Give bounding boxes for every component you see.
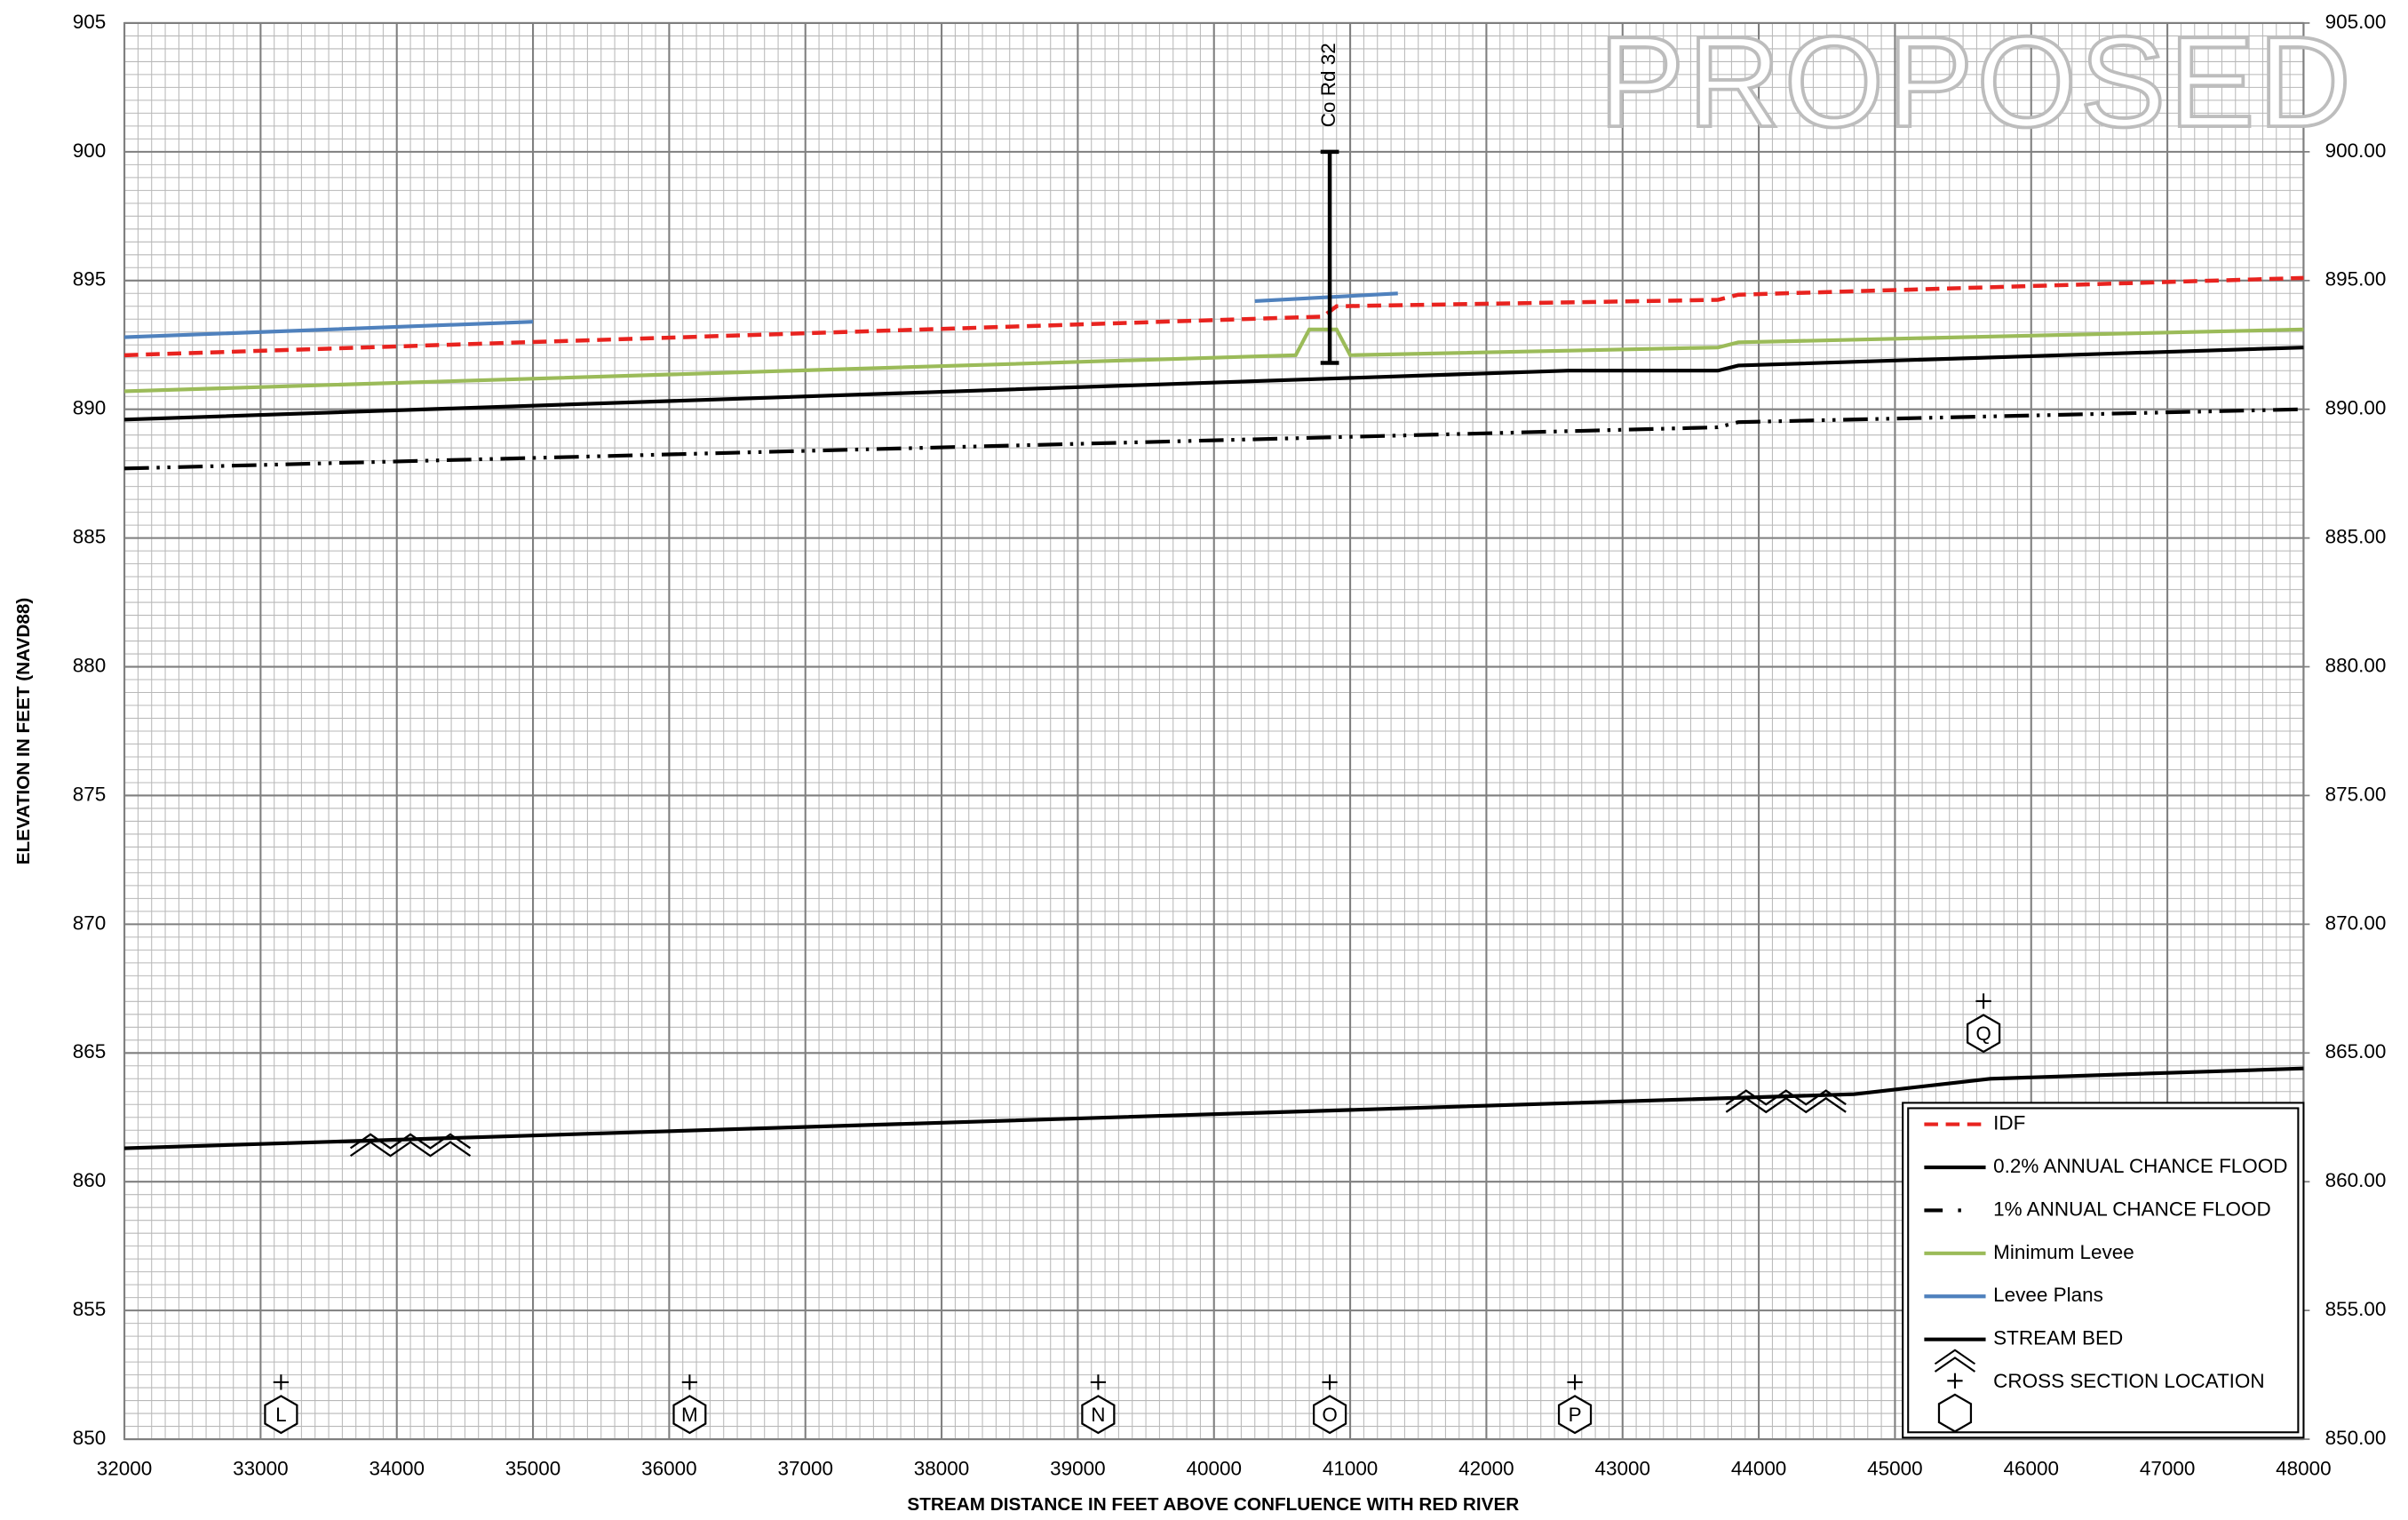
cross-section-label: L: [275, 1404, 286, 1426]
y-tick-label: 895: [73, 268, 106, 290]
legend-box: [1902, 1102, 2305, 1439]
x-tick-label: 40000: [1186, 1458, 1241, 1480]
y-tick-label: 890: [73, 397, 106, 419]
cross-section-label: N: [1091, 1404, 1105, 1426]
x-tick-label: 46000: [2004, 1458, 2059, 1480]
legend-label: 1% ANNUAL CHANCE FLOOD: [1993, 1198, 2271, 1220]
zigzag-line: [349, 1141, 472, 1158]
stream-bed-marker: [1725, 1089, 1847, 1114]
series-line: [123, 275, 2304, 358]
cross-section-marker: N: [1081, 1374, 1116, 1435]
hexagon: [1081, 1395, 1116, 1435]
x-tick-label: 47000: [2140, 1458, 2195, 1480]
zigzag-line: [1934, 1357, 1976, 1373]
series-line: [123, 346, 2304, 422]
y-tick-label: 855: [73, 1298, 106, 1320]
hexagon: [1967, 1014, 2001, 1054]
x-tick-label: 38000: [914, 1458, 969, 1480]
y2-tick-label: 865.00: [2325, 1040, 2387, 1062]
y-tick-label: 900: [73, 139, 106, 162]
y2-tick-label: 880.00: [2325, 654, 2387, 676]
x-tick-label: 37000: [777, 1458, 832, 1480]
zigzag-line: [1934, 1349, 1976, 1365]
y-tick-label: 870: [73, 911, 106, 934]
y2-tick-label: 905.00: [2325, 11, 2387, 33]
x-tick-label: 44000: [1731, 1458, 1786, 1480]
cross-section-marker: M: [672, 1374, 707, 1435]
annotation-label: Co Rd 32: [1317, 43, 1339, 127]
hexagon: [1312, 1395, 1347, 1435]
stream-bed-marker: [349, 1133, 472, 1158]
hexagon: [264, 1395, 298, 1435]
y-tick-label: 905: [73, 11, 106, 33]
cross-section-marker: Q: [1967, 993, 2001, 1054]
plot-border: [123, 21, 2305, 1441]
y-tick-label: 860: [73, 1169, 106, 1191]
cross-section-label: Q: [1975, 1023, 1991, 1045]
series-line: [123, 291, 1398, 339]
y2-tick-label: 890.00: [2325, 397, 2387, 419]
legend-box: [1907, 1107, 2300, 1434]
zigzag-line: [1725, 1089, 1847, 1106]
y2-tick-label: 855.00: [2325, 1298, 2387, 1320]
y2-tick-label: 860.00: [2325, 1169, 2387, 1191]
y-tick-label: 865: [73, 1040, 106, 1062]
legend-label: STREAM BED: [1993, 1327, 2123, 1349]
legend-label: CROSS SECTION LOCATION: [1993, 1370, 2264, 1392]
series-line: [123, 327, 2304, 394]
legend-label: 0.2% ANNUAL CHANCE FLOOD: [1993, 1155, 2287, 1177]
x-tick-label: 39000: [1050, 1458, 1105, 1480]
cross-section-marker: L: [264, 1374, 298, 1435]
legend-label: IDF: [1993, 1112, 2025, 1134]
x-axis-title: STREAM DISTANCE IN FEET ABOVE CONFLUENCE…: [907, 1494, 1519, 1515]
legend-label: Levee Plans: [1993, 1284, 2103, 1306]
cross-section-marker: O: [1312, 1374, 1347, 1435]
y-tick-label: 850: [73, 1427, 106, 1449]
x-tick-label: 36000: [641, 1458, 696, 1480]
legend-zigzag: [1934, 1349, 1976, 1373]
x-tick-label: 34000: [369, 1458, 424, 1480]
y-tick-label: 885: [73, 526, 106, 548]
series-line: [123, 407, 2304, 471]
cross-section-label: O: [1322, 1404, 1337, 1426]
x-tick-label: 45000: [1867, 1458, 1922, 1480]
series-line: [123, 1066, 2304, 1150]
y2-tick-label: 870.00: [2325, 911, 2387, 934]
legend-label: Minimum Levee: [1993, 1241, 2134, 1263]
x-tick-label: 42000: [1458, 1458, 1514, 1480]
y-axis-title: ELEVATION IN FEET (NAVD88): [13, 598, 34, 865]
y2-tick-label: 885.00: [2325, 526, 2387, 548]
y2-tick-label: 895.00: [2325, 268, 2387, 290]
x-tick-label: 48000: [2276, 1458, 2331, 1480]
x-tick-label: 32000: [97, 1458, 152, 1480]
y2-tick-label: 875.00: [2325, 783, 2387, 805]
hexagon: [1937, 1393, 1973, 1433]
cross-section-label: P: [1569, 1404, 1582, 1426]
hexagon: [1557, 1395, 1593, 1435]
x-tick-label: 43000: [1595, 1458, 1650, 1480]
y-tick-label: 875: [73, 783, 106, 805]
y2-tick-label: 900.00: [2325, 139, 2387, 162]
zigzag-line: [349, 1133, 472, 1150]
cross-section-marker: P: [1557, 1374, 1593, 1435]
y-tick-label: 880: [73, 654, 106, 676]
zigzag-line: [1725, 1096, 1847, 1114]
x-tick-label: 41000: [1323, 1458, 1378, 1480]
legend: IDF 0.2% ANNUAL CHANCE FLOOD 1% ANNUAL CHA…: [1902, 1102, 2305, 1439]
hexagon: [672, 1395, 707, 1435]
cross-section-label: M: [681, 1404, 698, 1426]
watermark: PROPOSED: [1599, 10, 2355, 154]
legend-hexagon: [1937, 1373, 1973, 1433]
x-tick-label: 33000: [233, 1458, 288, 1480]
y2-tick-label: 850.00: [2325, 1427, 2387, 1449]
x-tick-label: 35000: [505, 1458, 560, 1480]
